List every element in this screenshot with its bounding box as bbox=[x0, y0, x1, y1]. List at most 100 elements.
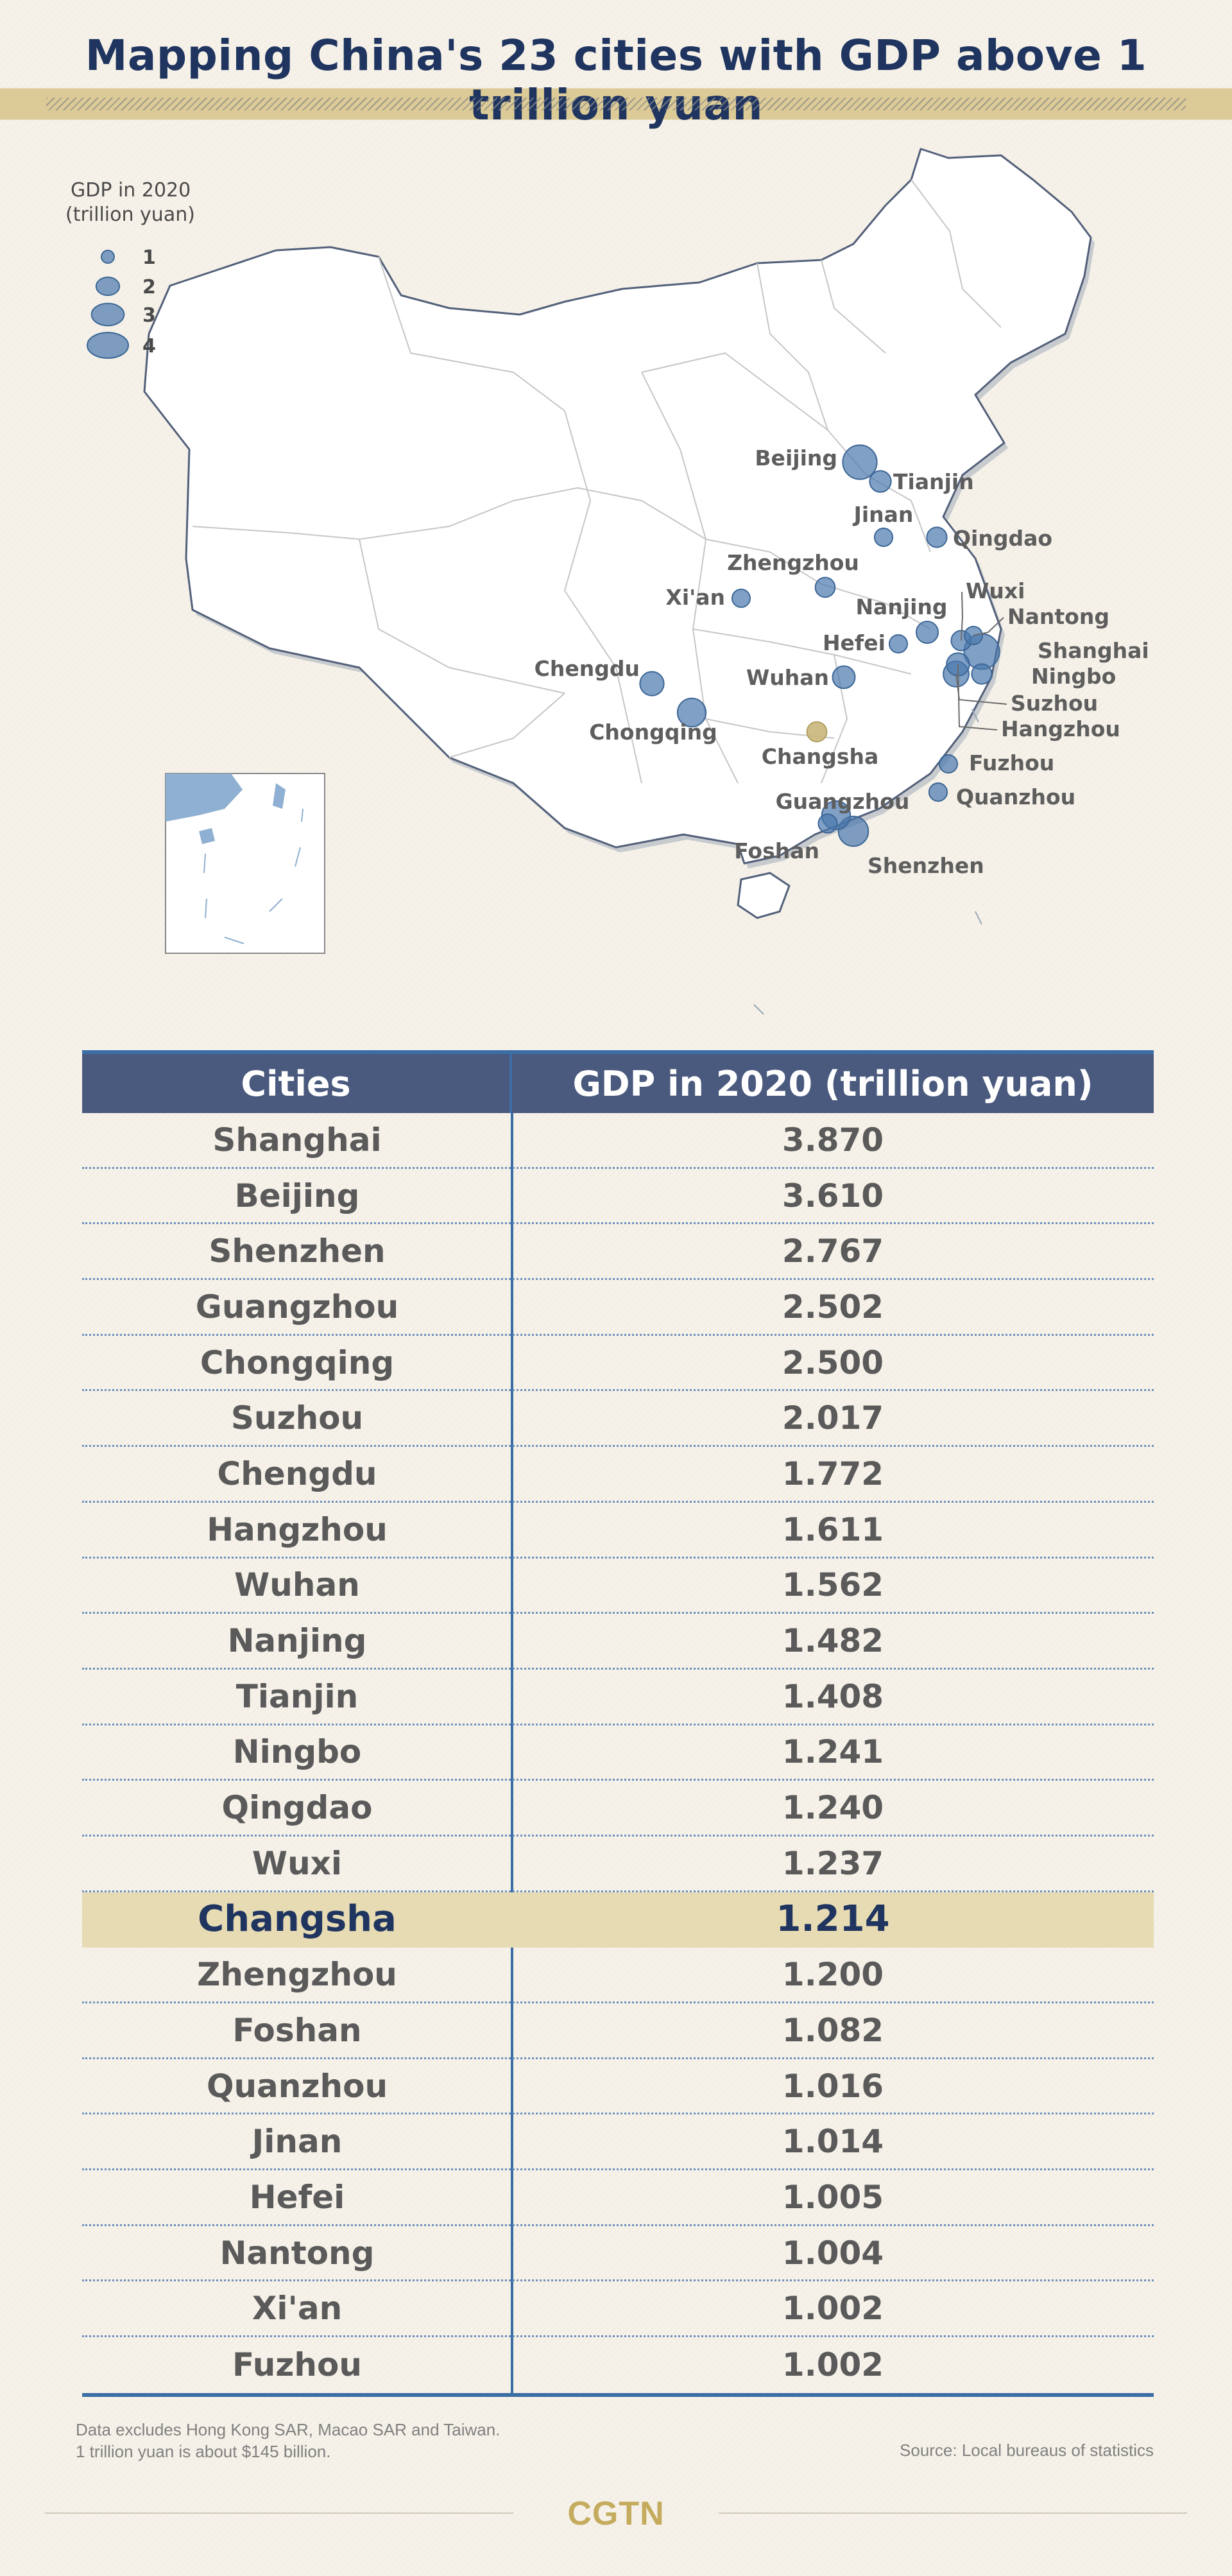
city-label-suzhou: Suzhou bbox=[1011, 691, 1098, 716]
city-label-xian: Xi'an bbox=[665, 585, 725, 610]
city-label-hangzhou: Hangzhou bbox=[1001, 716, 1120, 741]
table-row: Guangzhou 2.502 bbox=[82, 1280, 1154, 1336]
table-row: Chongqing 2.500 bbox=[82, 1336, 1154, 1392]
city-label-zhengzhou: Zhengzhou bbox=[727, 550, 859, 575]
cell-gdp: 1.611 bbox=[782, 1510, 884, 1548]
header-cities: Cities bbox=[82, 1054, 512, 1113]
legend-bubble bbox=[95, 276, 121, 297]
cell-gdp: 1.014 bbox=[782, 2123, 884, 2161]
south-china-sea-inset bbox=[165, 773, 325, 954]
cell-city: Suzhou bbox=[230, 1399, 364, 1437]
legend-value: 2 bbox=[142, 276, 156, 298]
table-bottom-rule bbox=[82, 2392, 1154, 2397]
table-row: Shenzhen 2.767 bbox=[82, 1224, 1154, 1281]
footnote-line-2: 1 trillion yuan is about $145 billion. bbox=[76, 2442, 331, 2461]
cell-gdp: 1.237 bbox=[782, 1844, 884, 1882]
cell-gdp: 1.002 bbox=[782, 2290, 884, 2328]
cell-gdp: 2.500 bbox=[782, 1344, 884, 1381]
city-bubble-ningbo bbox=[971, 663, 993, 685]
table-header: Cities GDP in 2020 (trillion yuan) bbox=[82, 1050, 1154, 1113]
city-bubble-xian bbox=[731, 588, 751, 609]
city-label-guangzhou: Guangzhou bbox=[776, 789, 910, 814]
legend-subtitle: (trillion yuan) bbox=[65, 203, 195, 226]
city-bubble-beijing bbox=[842, 444, 878, 480]
city-label-nantong: Nantong bbox=[1007, 604, 1109, 629]
city-bubble-foshan bbox=[817, 813, 838, 834]
cell-gdp: 1.214 bbox=[776, 1897, 890, 1940]
table-row: Wuxi 1.237 bbox=[82, 1837, 1154, 1892]
legend-value: 4 bbox=[142, 335, 156, 358]
city-label-nanjing: Nanjing bbox=[855, 594, 947, 619]
table-row: Quanzhou 1.016 bbox=[82, 2059, 1154, 2115]
cell-gdp: 1.200 bbox=[782, 1956, 884, 1994]
table-row: Hangzhou 1.611 bbox=[82, 1503, 1154, 1559]
city-label-ningbo: Ningbo bbox=[1031, 664, 1116, 689]
city-bubble-wuhan bbox=[832, 665, 856, 689]
leader-line bbox=[973, 617, 1004, 636]
city-bubble-tianjin bbox=[869, 470, 892, 493]
city-bubble-fuzhou bbox=[938, 754, 959, 774]
city-bubble-changsha bbox=[806, 721, 828, 743]
city-bubble-chongqing bbox=[676, 697, 707, 728]
city-label-wuhan: Wuhan bbox=[746, 665, 829, 690]
cell-gdp: 1.005 bbox=[782, 2178, 884, 2216]
city-label-tianjin: Tianjin bbox=[893, 469, 974, 494]
cell-gdp: 3.870 bbox=[782, 1121, 884, 1159]
page-title: Mapping China's 23 cities with GDP above… bbox=[0, 31, 1232, 130]
coastal-islands bbox=[753, 709, 982, 1015]
cell-city: Jinan bbox=[252, 2123, 343, 2161]
cell-city: Chengdu bbox=[217, 1455, 377, 1492]
cell-gdp: 2.502 bbox=[782, 1288, 884, 1326]
city-bubble-qingdao bbox=[926, 526, 948, 548]
cell-gdp: 3.610 bbox=[782, 1177, 884, 1215]
table-row: Shanghai 3.870 bbox=[82, 1113, 1154, 1169]
header-gdp: GDP in 2020 (trillion yuan) bbox=[572, 1063, 1093, 1104]
cell-gdp: 1.004 bbox=[782, 2234, 884, 2272]
city-bubble-jinan bbox=[873, 527, 894, 548]
city-label-jinan: Jinan bbox=[853, 502, 914, 527]
table-row: Beijing 3.610 bbox=[82, 1169, 1154, 1225]
gdp-table: Cities GDP in 2020 (trillion yuan) Shang… bbox=[82, 1050, 1154, 2397]
city-bubble-chengdu bbox=[639, 671, 665, 696]
city-label-chengdu: Chengdu bbox=[535, 656, 640, 681]
cell-city: Wuxi bbox=[252, 1844, 343, 1882]
cell-city: Hangzhou bbox=[207, 1510, 388, 1548]
cell-city: Ningbo bbox=[232, 1733, 362, 1771]
city-label-hefei: Hefei bbox=[823, 630, 886, 655]
table-row: Ningbo 1.241 bbox=[82, 1725, 1154, 1781]
city-label-fuzhou: Fuzhou bbox=[969, 750, 1054, 775]
table-row: Fuzhou 1.002 bbox=[82, 2337, 1154, 2393]
cell-city: Wuhan bbox=[234, 1566, 360, 1604]
cell-gdp: 1.482 bbox=[782, 1622, 884, 1660]
city-bubble-zhengzhou bbox=[814, 576, 836, 598]
city-label-beijing: Beijing bbox=[755, 445, 837, 471]
table-row: Tianjin 1.408 bbox=[82, 1670, 1154, 1725]
legend-value: 3 bbox=[142, 304, 156, 327]
cell-city: Changsha bbox=[198, 1897, 397, 1940]
china-outline bbox=[143, 148, 1092, 865]
table-row: Suzhou 2.017 bbox=[82, 1391, 1154, 1448]
source-note: Source: Local bureaus of statistics bbox=[900, 2441, 1154, 2460]
cell-gdp: 1.772 bbox=[782, 1455, 884, 1492]
cell-city: Xi'an bbox=[252, 2290, 343, 2328]
city-label-qingdao: Qingdao bbox=[953, 526, 1052, 551]
cell-city: Qingdao bbox=[221, 1789, 373, 1827]
brand-rule-left bbox=[45, 2512, 513, 2514]
cell-city: Foshan bbox=[232, 2011, 362, 2049]
cell-city: Guangzhou bbox=[195, 1288, 399, 1326]
cell-gdp: 2.017 bbox=[782, 1399, 884, 1437]
table-body: Shanghai 3.870 Beijing 3.610 Shenzhen 2.767 Gu… bbox=[82, 1113, 1154, 2393]
brand-rule-right bbox=[719, 2512, 1187, 2514]
table-row: Zhengzhou 1.200 bbox=[82, 1948, 1154, 2003]
cell-gdp: 1.082 bbox=[782, 2011, 884, 2049]
city-label-quanzhou: Quanzhou bbox=[956, 784, 1075, 809]
leader-line bbox=[961, 591, 964, 641]
footnote: Data excludes Hong Kong SAR, Macao SAR a… bbox=[76, 2419, 500, 2462]
leader-line bbox=[957, 664, 998, 730]
table-row: Foshan 1.082 bbox=[82, 2003, 1154, 2059]
cell-city: Shenzhen bbox=[209, 1232, 386, 1270]
cgtn-logo: CGTN bbox=[567, 2495, 665, 2532]
city-label-shenzhen: Shenzhen bbox=[868, 853, 984, 878]
city-label-wuxi: Wuxi bbox=[966, 578, 1025, 603]
city-label-chongqing: Chongqing bbox=[589, 720, 717, 745]
